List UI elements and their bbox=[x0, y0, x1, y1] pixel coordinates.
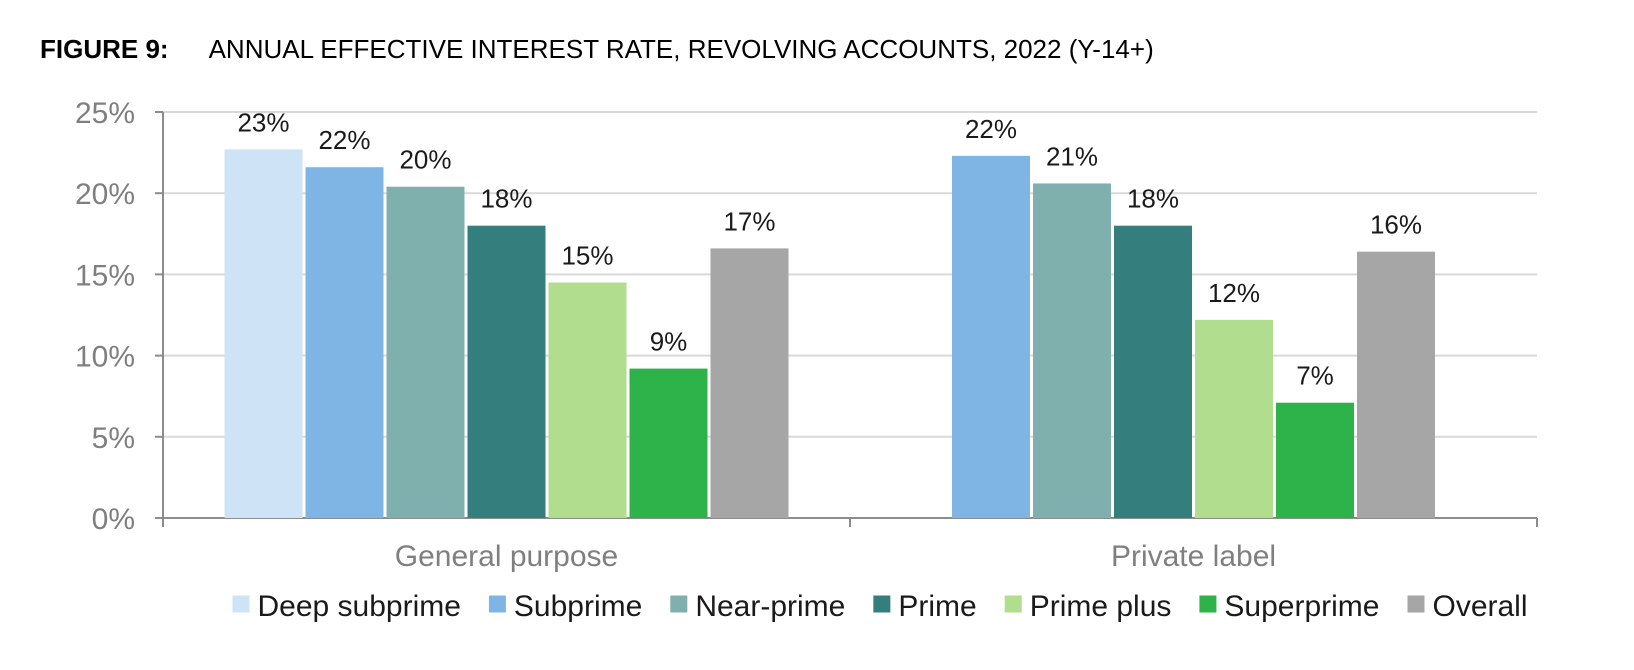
legend-label: Prime plus bbox=[1030, 590, 1172, 623]
bar bbox=[305, 167, 384, 518]
data-label: 15% bbox=[561, 241, 613, 271]
legend-label: Deep subprime bbox=[257, 590, 460, 623]
x-category-label: Private label bbox=[1111, 540, 1276, 573]
legend-swatch bbox=[1004, 595, 1022, 613]
y-tick-label: 25% bbox=[75, 97, 135, 130]
legend-swatch bbox=[1407, 595, 1425, 613]
bar bbox=[1276, 402, 1354, 518]
y-tick-label: 5% bbox=[92, 422, 135, 455]
x-category-label: General purpose bbox=[395, 540, 618, 573]
bar bbox=[386, 186, 465, 519]
data-label: 16% bbox=[1370, 210, 1422, 240]
y-tick-label: 0% bbox=[92, 503, 135, 536]
bar bbox=[1033, 183, 1111, 518]
data-label: 22% bbox=[965, 114, 1017, 144]
data-label: 9% bbox=[650, 327, 688, 357]
legend-label: Superprime bbox=[1224, 590, 1379, 623]
data-label: 22% bbox=[318, 125, 370, 155]
bar bbox=[1195, 319, 1273, 518]
data-label: 20% bbox=[399, 145, 451, 175]
figure-title-text: ANNUAL EFFECTIVE INTEREST RATE, REVOLVIN… bbox=[208, 34, 1154, 64]
legend-swatch bbox=[670, 595, 688, 613]
data-label: 21% bbox=[1046, 141, 1098, 171]
bar bbox=[952, 155, 1030, 518]
data-label: 17% bbox=[723, 206, 775, 236]
legend-swatch bbox=[488, 595, 506, 613]
figure-label: FIGURE 9: bbox=[40, 34, 169, 64]
data-label: 23% bbox=[237, 107, 289, 137]
y-tick-label: 20% bbox=[75, 178, 135, 211]
data-label: 18% bbox=[480, 184, 532, 214]
legend-swatch bbox=[1199, 595, 1217, 613]
y-tick-label: 15% bbox=[75, 259, 135, 292]
bar bbox=[224, 149, 303, 519]
y-tick-label: 10% bbox=[75, 341, 135, 374]
legend-swatch bbox=[873, 595, 891, 613]
bar bbox=[1114, 225, 1192, 518]
figure-title: FIGURE 9: ANNUAL EFFECTIVE INTEREST RATE,… bbox=[40, 34, 1154, 65]
bar bbox=[467, 225, 546, 518]
data-label: 12% bbox=[1208, 278, 1260, 308]
legend-label: Overall bbox=[1432, 590, 1527, 623]
legend-label: Subprime bbox=[514, 590, 642, 623]
bar bbox=[710, 248, 789, 518]
data-label: 7% bbox=[1296, 361, 1334, 391]
legend-label: Near-prime bbox=[695, 590, 845, 623]
data-label: 18% bbox=[1127, 184, 1179, 214]
legend-label: Prime bbox=[898, 590, 976, 623]
bar bbox=[1357, 251, 1435, 518]
legend-swatch bbox=[232, 595, 250, 613]
bar bbox=[629, 368, 708, 518]
bar bbox=[548, 282, 627, 518]
